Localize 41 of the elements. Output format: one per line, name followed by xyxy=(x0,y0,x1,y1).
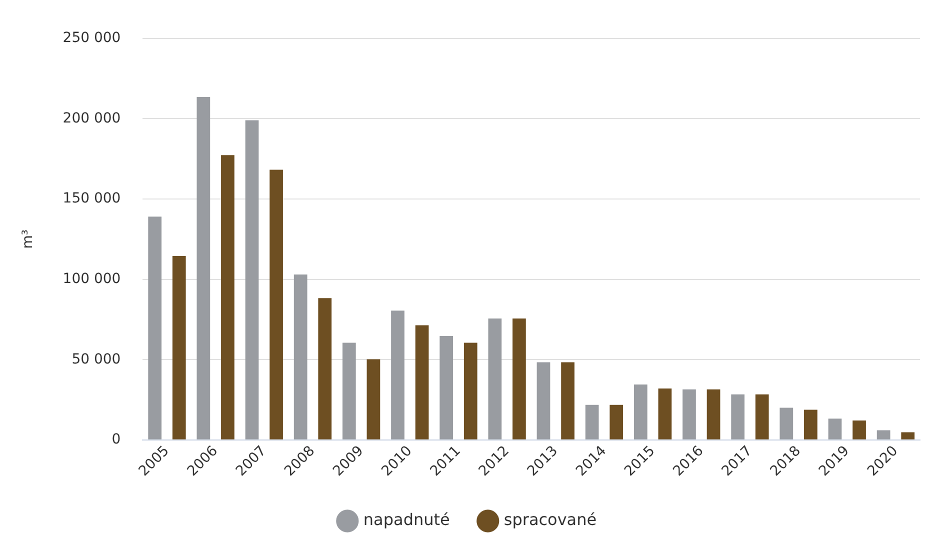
bar xyxy=(342,342,356,440)
bar xyxy=(634,384,648,440)
bar xyxy=(488,318,502,440)
bar xyxy=(658,388,672,440)
bar xyxy=(610,404,624,440)
y-axis-title: m³ xyxy=(20,230,36,249)
bar xyxy=(585,404,599,440)
y-tick-label: 200 000 xyxy=(62,110,121,126)
bar xyxy=(391,310,404,440)
bar xyxy=(536,362,550,440)
y-tick-label: 150 000 xyxy=(62,190,121,207)
y-tick-label: 100 000 xyxy=(62,270,121,287)
bar xyxy=(366,359,380,440)
bar xyxy=(172,256,186,440)
bar xyxy=(415,325,429,440)
bar xyxy=(828,418,842,440)
bar xyxy=(755,394,769,440)
bar xyxy=(561,362,574,440)
bar xyxy=(852,420,866,440)
legend-label: napadnuté xyxy=(363,510,450,530)
bar xyxy=(804,410,818,440)
legend-label: spracované xyxy=(504,510,597,530)
bar xyxy=(731,394,744,440)
y-tick-label: 0 xyxy=(112,432,121,448)
bar xyxy=(706,389,720,440)
bar xyxy=(512,318,526,440)
bar xyxy=(440,336,454,440)
bar xyxy=(294,274,308,440)
bar xyxy=(682,389,696,440)
bar xyxy=(876,430,890,440)
bar xyxy=(780,408,794,440)
bar xyxy=(221,155,234,440)
y-tick-label: 250 000 xyxy=(62,30,121,46)
y-tick-label: 50 000 xyxy=(72,351,121,368)
bar xyxy=(318,298,332,440)
bar xyxy=(464,342,478,440)
bar xyxy=(270,170,283,440)
bar xyxy=(196,97,210,440)
bar xyxy=(901,432,915,440)
bar xyxy=(148,216,162,440)
bar xyxy=(245,120,259,440)
